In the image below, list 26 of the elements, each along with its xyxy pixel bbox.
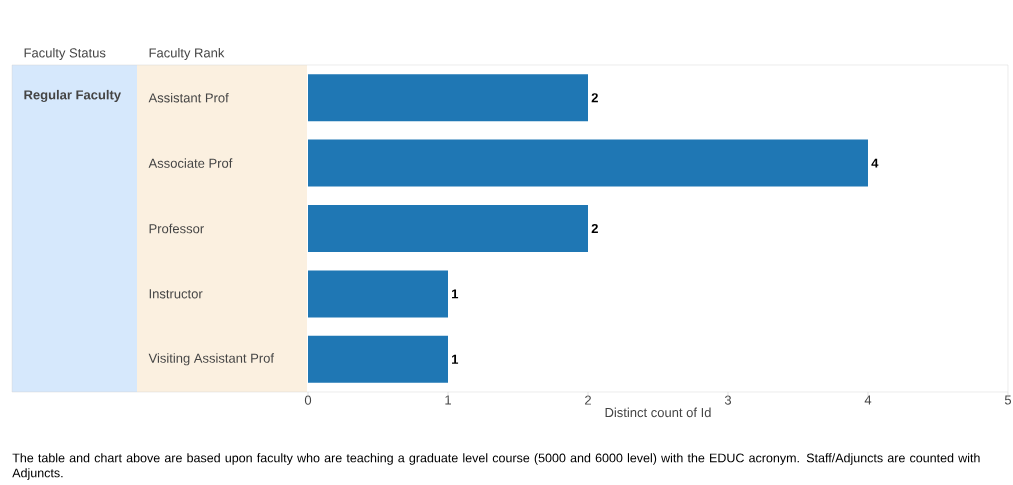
x-tick-label: 5 bbox=[1004, 395, 1012, 405]
data-label: 4 bbox=[871, 158, 879, 168]
x-tick-label: 4 bbox=[864, 395, 872, 405]
x-tick-label: 0 bbox=[304, 395, 312, 405]
y-tick-label: Instructor bbox=[149, 289, 203, 299]
y-tick-label: Visiting Assistant Prof bbox=[148, 353, 275, 366]
bar bbox=[308, 270, 448, 318]
y-tick-label: Associate Prof bbox=[148, 158, 233, 168]
text: The table and chart above are based upon faculty who are teaching a graduate level course (5000 and 6000 level) with the EDUC acronym. Staff/Adjuncts are counted with Adjuncts. bbox=[12, 453, 980, 480]
text: Regular Faculty bbox=[24, 89, 121, 103]
data-label: 2 bbox=[591, 93, 598, 103]
data-label: 2 bbox=[591, 223, 598, 234]
y-tick-label: Assistant Prof bbox=[148, 92, 229, 103]
data-label: 1 bbox=[452, 354, 459, 364]
x-axis-title: Distinct count of Id bbox=[605, 407, 711, 418]
text: Faculty Rank bbox=[149, 47, 225, 61]
bar bbox=[308, 74, 588, 122]
bar bbox=[308, 205, 588, 252]
x-tick-label: 2 bbox=[585, 395, 591, 405]
bar bbox=[308, 335, 448, 383]
text: Faculty Status bbox=[24, 47, 106, 61]
x-tick-label: 1 bbox=[445, 395, 451, 405]
data-label: 1 bbox=[452, 289, 459, 299]
x-tick-label: 3 bbox=[724, 395, 732, 405]
y-tick-label: Professor bbox=[149, 223, 204, 234]
bar bbox=[308, 139, 868, 187]
